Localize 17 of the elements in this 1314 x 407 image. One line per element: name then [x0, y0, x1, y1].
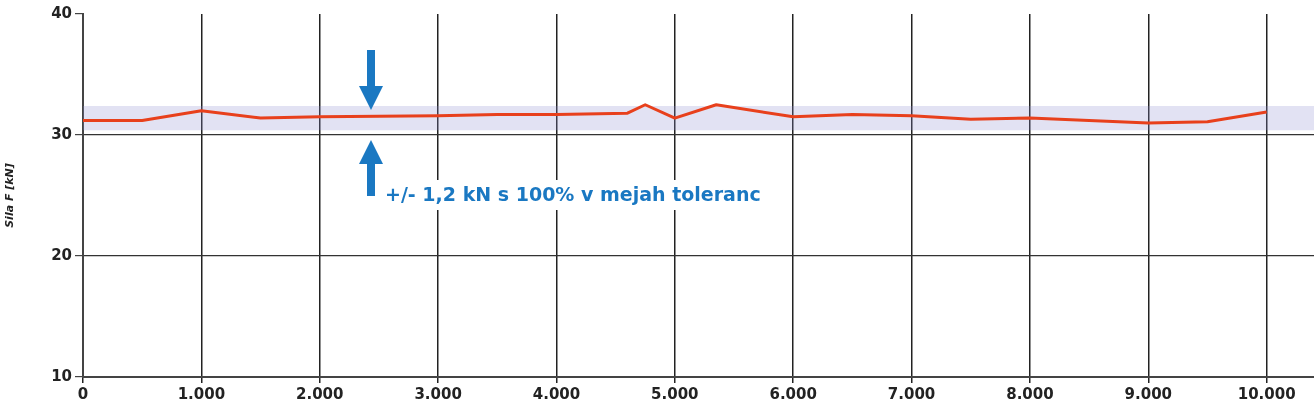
- y-tick-label: 20: [51, 245, 72, 264]
- y-tick-label: 30: [51, 124, 72, 143]
- x-tick-label: 2.000: [296, 384, 344, 403]
- x-tick-label: 6.000: [769, 384, 817, 403]
- x-tick-label: 1.000: [177, 384, 226, 403]
- x-tick-label: 10.000: [1237, 384, 1296, 403]
- y-axis-title: Sila F [kN]: [3, 163, 17, 228]
- x-tick-label: 4.000: [532, 384, 581, 403]
- y-tick-label: 10: [51, 366, 72, 385]
- x-tick-label: 0: [77, 384, 89, 403]
- x-tick-label: 3.000: [414, 384, 462, 403]
- y-tick-label: 40: [51, 3, 72, 22]
- x-tick-label: 7.000: [887, 384, 936, 403]
- x-tick-label: 5.000: [651, 384, 699, 403]
- annotation: +/- 1,2 kN s 100% v mejah toleranc: [385, 182, 761, 205]
- x-tick-label: 9.000: [1124, 384, 1173, 403]
- x-tick-label: 8.000: [1006, 384, 1054, 403]
